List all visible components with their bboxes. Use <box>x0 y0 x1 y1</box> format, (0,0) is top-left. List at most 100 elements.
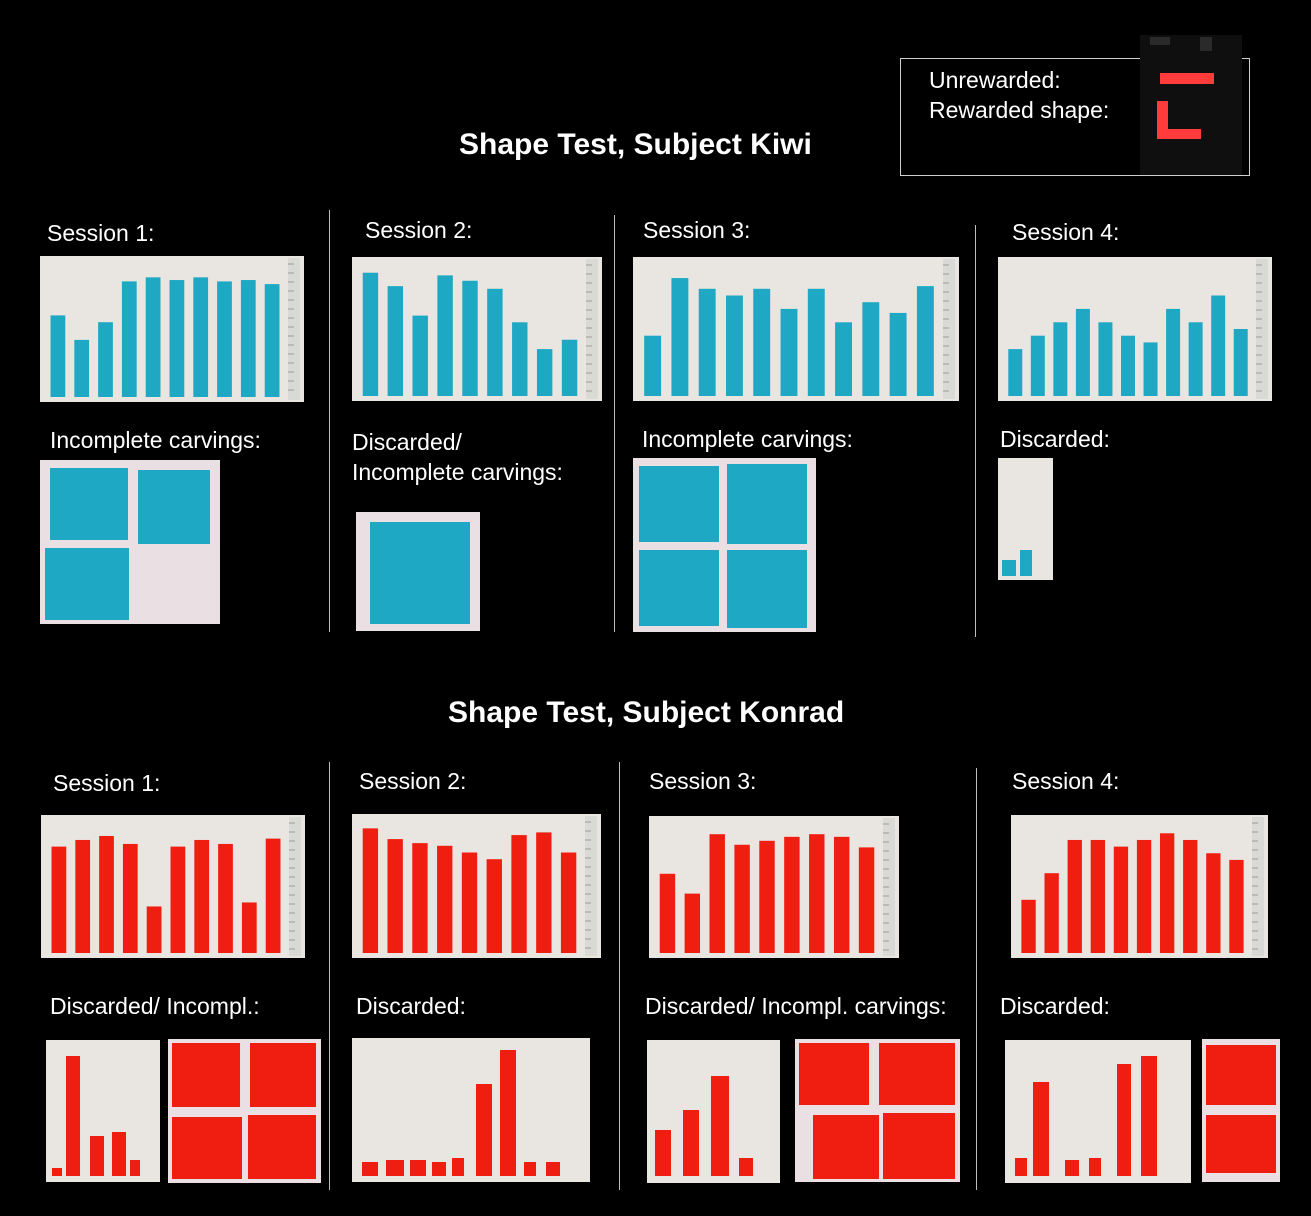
carved-strip <box>889 312 907 396</box>
kiwi-session-4-bottom-label: Discarded: <box>1000 426 1110 452</box>
carved-strip <box>753 288 771 396</box>
divider <box>329 762 330 1190</box>
carved-strip <box>193 277 209 397</box>
carved-strip <box>75 839 91 953</box>
carved-strip <box>51 846 67 953</box>
carved-strip <box>759 840 775 953</box>
carved-strip <box>50 315 66 397</box>
carved-strip <box>1067 839 1082 953</box>
carved-strip <box>512 322 528 396</box>
carved-strip <box>561 339 578 396</box>
legend-shape-photo <box>1140 35 1242 175</box>
carved-strip <box>709 834 725 953</box>
kiwi-session-1-incomplete-photo <box>40 460 220 624</box>
carved-strip <box>726 295 743 396</box>
carved-strip <box>784 836 800 953</box>
carved-strip <box>412 843 428 953</box>
konrad-session-1-strips-photo <box>41 815 305 958</box>
carved-strip <box>169 280 185 397</box>
carved-strip <box>412 315 428 396</box>
carved-strip <box>1233 329 1248 396</box>
konrad-session-3-incomplete-photo <box>795 1039 960 1182</box>
carved-strip <box>264 284 280 397</box>
konrad-session-4-discarded-photo <box>1005 1040 1191 1183</box>
carved-strip <box>1021 899 1036 953</box>
carved-strip <box>1136 839 1152 953</box>
carved-strip <box>835 322 852 396</box>
kiwi-session-1-strips-photo <box>40 256 304 402</box>
kiwi-session-3-label: Session 3: <box>643 217 751 243</box>
konrad-session-4-incomplete-photo <box>1202 1039 1280 1182</box>
carved-strip <box>240 280 256 397</box>
unrewarded-shape-icon <box>1160 73 1214 84</box>
kiwi-session-3-incomplete-photo <box>633 458 816 632</box>
divider <box>619 762 620 1190</box>
carved-strip <box>1143 342 1158 396</box>
carved-strip <box>170 846 186 953</box>
carved-strip <box>1188 322 1203 396</box>
kiwi-session-2-bottom-label: Discarded/ Incomplete carvings: <box>352 429 563 486</box>
carved-strip <box>1090 839 1106 953</box>
legend-box: Unrewarded: Rewarded shape: <box>900 58 1250 176</box>
carved-strip <box>461 852 478 953</box>
carved-strip <box>121 281 137 397</box>
divider <box>329 210 330 632</box>
carved-strip <box>99 835 114 953</box>
carved-strip <box>684 893 701 953</box>
carved-strip <box>462 280 478 396</box>
kiwi-session-4-discarded-photo <box>998 458 1053 580</box>
carved-strip <box>1229 859 1244 953</box>
carved-strip <box>487 288 503 396</box>
konrad-session-3-discarded-photo <box>647 1040 780 1183</box>
carved-strip <box>659 873 676 953</box>
konrad-session-1-incomplete-photo <box>168 1039 321 1183</box>
carved-strip <box>644 335 662 396</box>
kiwi-session-1-label: Session 1: <box>47 220 155 246</box>
carved-strip <box>807 288 825 396</box>
carved-strip <box>74 339 90 397</box>
legend-unrewarded-label: Unrewarded: <box>929 67 1061 93</box>
carved-strip <box>1008 349 1023 396</box>
kiwi-session-4-label: Session 4: <box>1012 219 1120 245</box>
carved-strip <box>734 844 750 953</box>
konrad-session-2-label: Session 2: <box>359 768 467 794</box>
carved-strip <box>122 843 138 953</box>
konrad-session-3-label: Session 3: <box>649 768 757 794</box>
kiwi-session-3-strips-photo <box>633 257 959 401</box>
carved-strip <box>809 834 825 953</box>
konrad-session-3-bottom-label: Discarded/ Incompl. carvings: <box>645 993 947 1019</box>
carved-strip <box>1159 833 1175 953</box>
carved-strip <box>1113 846 1129 953</box>
konrad-session-2-bottom-label: Discarded: <box>356 993 466 1019</box>
carved-strip <box>362 272 379 396</box>
carved-strip <box>1211 295 1226 396</box>
konrad-session-3-strips-photo <box>649 816 899 958</box>
divider <box>975 225 976 637</box>
carved-strip <box>1098 322 1113 396</box>
carved-strip <box>437 275 453 396</box>
carved-strip <box>218 843 233 953</box>
carved-strip <box>1075 308 1090 396</box>
carved-strip <box>698 288 716 396</box>
carved-strip <box>1121 335 1135 396</box>
legend-rewarded-label: Rewarded shape: <box>929 97 1110 123</box>
carved-strip <box>146 906 162 953</box>
konrad-title: Shape Test, Subject Konrad <box>448 696 845 729</box>
carved-strip <box>194 839 210 953</box>
carved-strip <box>833 836 850 953</box>
carved-strip <box>265 838 281 953</box>
konrad-session-1-bottom-label: Discarded/ Incompl.: <box>50 993 260 1019</box>
kiwi-session-2-incomplete-photo <box>356 512 480 631</box>
carved-strip <box>1044 873 1059 953</box>
carved-strip <box>1206 853 1221 953</box>
carved-strip <box>1183 839 1198 953</box>
carved-strip <box>486 859 502 953</box>
carved-strip <box>511 835 527 953</box>
carved-strip <box>387 839 403 953</box>
shape-icons <box>1150 37 1214 139</box>
konrad-session-1-discarded-photo <box>46 1040 160 1182</box>
konrad-session-4-label: Session 4: <box>1012 768 1120 794</box>
rewarded-shape-icon <box>1157 101 1168 139</box>
konrad-session-1-label: Session 1: <box>53 770 161 796</box>
carved-strip <box>437 845 453 953</box>
